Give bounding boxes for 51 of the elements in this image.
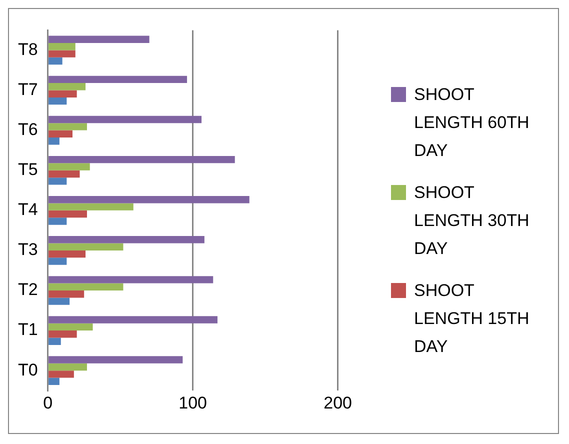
- bar: [48, 236, 204, 244]
- y-tick-label: T0: [18, 360, 38, 380]
- bar: [48, 370, 74, 378]
- bar: [48, 163, 90, 170]
- bar: [48, 76, 188, 84]
- bar: [48, 97, 67, 105]
- bar: [48, 43, 76, 50]
- bar: [48, 178, 67, 185]
- bar: [48, 330, 77, 338]
- bar: [48, 218, 67, 225]
- bar: [48, 130, 72, 138]
- bar: [48, 36, 150, 44]
- bar: [48, 338, 61, 345]
- y-tick-label: T8: [18, 40, 38, 59]
- bar: [48, 123, 87, 130]
- legend-label: SHOOT LENGTH 15TH DAY: [414, 280, 530, 358]
- legend-label: SHOOT LENGTH 30TH DAY: [414, 182, 530, 260]
- bar: [48, 243, 124, 250]
- y-tick-label: T5: [18, 160, 38, 180]
- x-tick-label: 200: [324, 393, 352, 412]
- y-tick-label: T4: [18, 200, 38, 220]
- bar: [48, 203, 134, 210]
- bar: [48, 258, 67, 265]
- bar: [48, 356, 183, 364]
- bar: [48, 363, 87, 371]
- x-tick-label: 100: [178, 393, 208, 412]
- bar: [48, 210, 87, 218]
- legend-label: SHOOT LENGTH 60TH DAY: [414, 84, 530, 162]
- bar: [48, 156, 235, 164]
- x-tick-label: 0: [43, 393, 53, 412]
- bar: [48, 116, 202, 124]
- bar: [48, 323, 93, 331]
- bar: [48, 90, 77, 98]
- bar: [48, 378, 60, 385]
- bar: [48, 276, 214, 284]
- y-tick-label: T7: [18, 80, 38, 99]
- y-tick-label: T6: [18, 120, 38, 139]
- bar: [48, 196, 250, 204]
- y-tick-label: T2: [18, 280, 38, 300]
- bar: [48, 57, 62, 65]
- bar: [48, 50, 76, 58]
- bar: [48, 283, 124, 290]
- y-tick-label: T3: [18, 240, 38, 260]
- bar: [48, 83, 86, 90]
- bar: [48, 170, 80, 178]
- bar: [48, 290, 84, 298]
- bar: [48, 250, 86, 258]
- bar: [48, 298, 70, 305]
- bar: [48, 316, 218, 324]
- bar: [48, 138, 60, 145]
- y-tick-label: T1: [18, 320, 38, 340]
